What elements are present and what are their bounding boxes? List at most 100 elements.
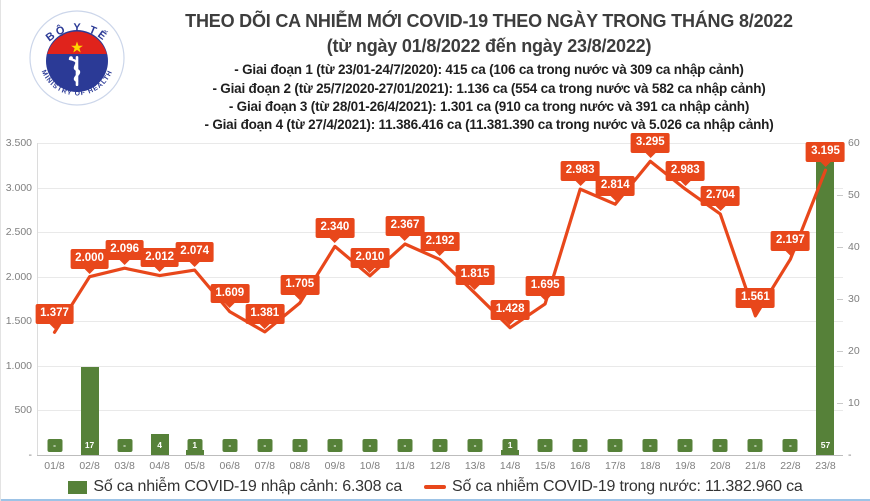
- y-axis-label-left: 2.500: [5, 226, 32, 239]
- x-axis-label: 20/8: [710, 460, 731, 472]
- domestic-cases-point-label: 3.295: [630, 133, 670, 158]
- imported-cases-bar-label: 57: [817, 439, 834, 452]
- y-axis-label-right: 50: [848, 189, 860, 201]
- x-axis-label: 14/8: [499, 460, 521, 472]
- stage-2-summary: - Giai đoạn 2 (từ 25/7/2020-27/01/2021):…: [212, 80, 766, 96]
- legend-item-domestic: Số ca nhiễm COVID-19 trong nước: 11.382.…: [424, 478, 803, 496]
- x-axis-label: 21/8: [745, 460, 766, 472]
- y-axis-label-left: -: [28, 449, 33, 461]
- gridline: [37, 321, 843, 323]
- y-axis-label-left: 3.500: [5, 137, 32, 149]
- imported-cases-bar-label: -: [537, 439, 553, 452]
- x-axis-label: 06/8: [219, 460, 240, 472]
- legend-item-imported: Số ca nhiễm COVID-19 nhập cảnh: 6.308 ca: [68, 478, 402, 496]
- domestic-cases-point-label: 2.367: [385, 215, 425, 241]
- x-axis-label: 16/8: [569, 460, 591, 472]
- y-axis-label-right: 30: [848, 293, 860, 305]
- chart-legend: Số ca nhiễm COVID-19 nhập cảnh: 6.308 ca…: [1, 477, 870, 497]
- x-axis-label: 15/8: [534, 460, 556, 472]
- imported-cases-bar-label: -: [747, 439, 763, 452]
- domestic-cases-point-label: 2.012: [140, 247, 180, 273]
- logo-snake-icon: [68, 57, 81, 83]
- x-axis-label: 22/8: [780, 460, 801, 472]
- y-axis-line: [37, 143, 38, 455]
- logo-star-icon: [71, 41, 83, 53]
- domestic-cases-point-label: 1.609: [210, 283, 250, 309]
- x-axis-label: 02/8: [79, 460, 100, 472]
- y-axis-label-left: 2.000: [5, 270, 32, 283]
- domestic-cases-point-label: 2.814: [595, 176, 635, 201]
- x-axis-label: 10/8: [359, 460, 381, 472]
- x-axis-label: 11/8: [395, 460, 415, 472]
- gridline: [37, 276, 843, 278]
- stage-summary-list: - Giai đoạn 1 (từ 23/01-24/7/2020): 415 …: [116, 61, 862, 134]
- imported-cases-bar-label: -: [47, 439, 63, 452]
- imported-cases-bar-label: -: [362, 439, 378, 452]
- domestic-cases-point-label: 2.983: [560, 161, 600, 186]
- x-axis-label: 18/8: [640, 460, 661, 472]
- x-axis-label: 01/8: [44, 460, 65, 472]
- domestic-cases-point-label: 3.195: [806, 142, 845, 167]
- y-axis-label-left: 500: [14, 404, 32, 417]
- y-axis-tick: [837, 299, 843, 300]
- y-axis-label-right: 10: [848, 397, 860, 409]
- chart-title: THEO DÕI CA NHIỄM MỚI COVID-19 THEO NGÀY…: [185, 11, 793, 31]
- imported-cases-bar-label: -: [292, 439, 308, 452]
- domestic-cases-point-label: 2.340: [315, 218, 355, 243]
- imported-cases-bar-label: -: [467, 439, 483, 452]
- y-axis-tick: [837, 351, 843, 352]
- header: THEO DÕI CA NHIỄM MỚI COVID-19 THEO NGÀY…: [116, 11, 862, 135]
- y-axis-tick: [837, 195, 843, 196]
- imported-cases-bar-label: -: [222, 439, 238, 452]
- imported-cases-bar-label: -: [642, 439, 658, 452]
- domestic-cases-point-label: 2.192: [420, 231, 460, 257]
- domestic-cases-point-label: 2.096: [105, 240, 144, 265]
- domestic-cases-point-label: 1.695: [525, 275, 565, 301]
- x-axis-label: 12/8: [429, 460, 451, 472]
- gridline: [37, 410, 843, 412]
- gridline: [37, 143, 843, 144]
- imported-cases-bar-label: -: [607, 439, 623, 452]
- domestic-cases-point-label: 1.381: [245, 303, 285, 329]
- domestic-cases-point-label: 2.197: [771, 231, 810, 256]
- imported-cases-bar-label: -: [572, 439, 588, 452]
- legend-domestic-label: Số ca nhiễm COVID-19 trong nước: 11.382.…: [452, 478, 803, 495]
- legend-imported-swatch-icon: [68, 480, 88, 494]
- chart-subtitle: (từ ngày 01/8/2022 đến ngày 23/8/2022): [326, 35, 652, 56]
- imported-cases-bar-label: 4: [152, 439, 168, 452]
- moh-emblem-icon: BỘ Y TẾ MINISTRY OF HEALTH: [29, 10, 125, 106]
- y-axis-label-right: 40: [848, 241, 860, 253]
- domestic-cases-point-label: 2.010: [350, 247, 390, 273]
- y-axis-label-left: 3.000: [5, 181, 32, 194]
- domestic-cases-point-label: 1.428: [490, 299, 530, 325]
- y-axis-label-right: -: [848, 449, 852, 461]
- gridline: [37, 455, 843, 456]
- y-axis-tick: [837, 403, 843, 404]
- legend-domestic-line-icon: [424, 485, 447, 489]
- x-axis-label: 09/8: [324, 460, 346, 472]
- domestic-cases-point-label: 2.704: [700, 185, 740, 211]
- imported-cases-bar-label: 17: [81, 439, 98, 452]
- domestic-cases-point-label: 1.561: [736, 287, 775, 313]
- y-axis-label-left: 1.500: [5, 315, 32, 328]
- imported-cases-bar: [816, 158, 835, 455]
- x-axis-label: 04/8: [149, 460, 170, 472]
- imported-cases-bar: [185, 449, 204, 455]
- y-axis-label-right: 20: [848, 345, 860, 357]
- stage-4-summary: - Giai đoạn 4 (từ 27/4/2021): 11.386.416…: [204, 117, 774, 133]
- y-axis-tick: [837, 247, 843, 248]
- domestic-cases-point-label: 1.377: [35, 304, 74, 329]
- domestic-cases-point-label: 2.074: [175, 242, 215, 267]
- domestic-cases-point-label: 2.000: [70, 248, 109, 274]
- stage-1-summary: - Giai đoạn 1 (từ 23/01-24/7/2020): 415 …: [234, 62, 744, 78]
- x-axis-label: 08/8: [289, 460, 311, 472]
- x-axis-label: 03/8: [114, 460, 135, 472]
- imported-cases-bar-label: -: [782, 439, 798, 452]
- y-axis-label-right: 60: [848, 137, 860, 149]
- bottom-accent-border: [1, 499, 870, 501]
- domestic-cases-point-label: 1.815: [455, 265, 495, 290]
- domestic-cases-point-label: 1.705: [280, 275, 320, 300]
- x-axis-label: 13/8: [464, 460, 486, 472]
